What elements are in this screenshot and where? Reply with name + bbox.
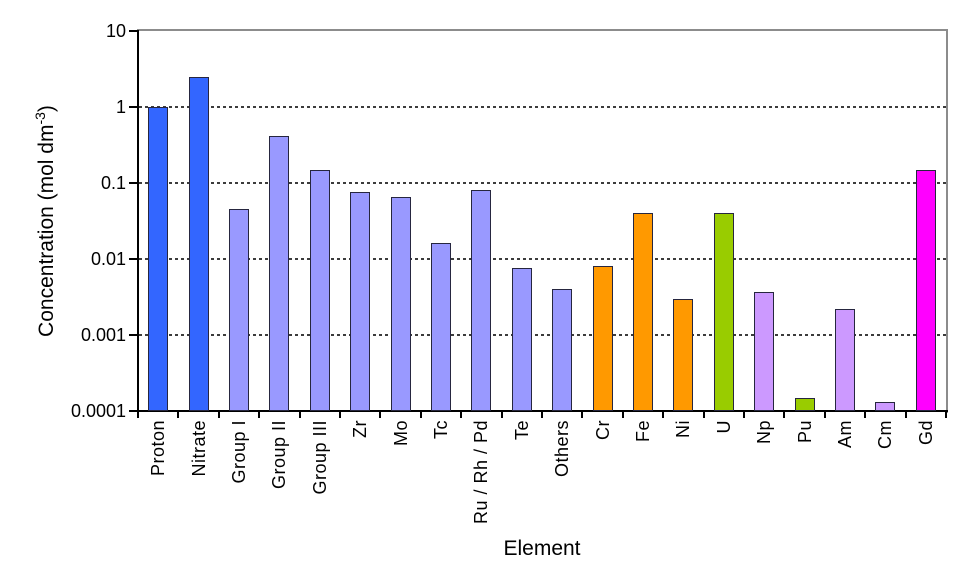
x-tick-label: Ru / Rh / Pd xyxy=(471,420,492,525)
x-axis-tick xyxy=(702,412,705,418)
x-axis-tick xyxy=(298,412,301,418)
bar-group-ii xyxy=(269,135,290,411)
x-axis-tick xyxy=(945,412,947,418)
x-axis-tick xyxy=(904,412,907,418)
x-tick-label: Np xyxy=(754,420,775,445)
bar-mo xyxy=(390,197,411,411)
x-tick-label: Group II xyxy=(269,420,290,490)
y-axis-tick xyxy=(129,334,137,336)
x-axis-tick xyxy=(823,412,826,418)
x-tick-label: Ni xyxy=(673,420,694,438)
y-axis-tick xyxy=(129,30,137,32)
x-tick-label: Proton xyxy=(148,420,169,477)
bar-group-i xyxy=(229,209,249,411)
gridline-1 xyxy=(139,106,946,108)
x-axis-tick xyxy=(581,412,584,418)
x-tick-label: Others xyxy=(552,420,573,478)
x-tick-label: Fe xyxy=(633,420,653,443)
bar-cr xyxy=(592,266,613,411)
bar-fe xyxy=(633,213,653,411)
gridline-0.1 xyxy=(139,182,946,184)
x-axis-tick xyxy=(217,412,220,418)
gridline-0.001 xyxy=(139,334,946,336)
y-axis-tick-label: 1 xyxy=(115,97,126,117)
x-axis-tick xyxy=(662,412,665,418)
x-tick-label: Pu xyxy=(794,420,815,444)
x-tick-label: Te xyxy=(511,420,532,441)
x-axis-title: Element xyxy=(503,537,581,560)
x-axis-tick xyxy=(743,412,745,418)
x-axis-tick xyxy=(339,412,341,418)
x-axis-tick xyxy=(379,412,382,418)
bar-proton xyxy=(148,107,169,411)
x-axis-tick xyxy=(864,412,867,418)
x-axis-tick xyxy=(621,412,624,418)
bar-gd xyxy=(915,169,936,411)
x-tick-label: Am xyxy=(835,420,855,448)
x-axis-tick xyxy=(541,412,543,418)
bar-te xyxy=(511,268,532,411)
y-axis-line xyxy=(137,30,139,412)
y-axis-tick xyxy=(129,258,137,260)
bar-nitrate xyxy=(188,76,209,411)
y-axis-tick-label: 0.1 xyxy=(100,173,126,193)
x-axis-tick xyxy=(137,412,139,418)
y-axis-tick xyxy=(129,410,137,412)
x-tick-label: Cm xyxy=(875,420,896,449)
bar-pu xyxy=(794,397,815,411)
x-axis-tick xyxy=(419,412,422,418)
y-axis-title-text: Concentration (mol dm xyxy=(35,124,58,337)
bar-group-iii xyxy=(309,169,330,411)
y-axis-tick xyxy=(129,106,137,108)
bar-ni xyxy=(673,298,694,411)
x-axis-tick xyxy=(258,412,261,418)
bar-tc xyxy=(431,243,451,411)
bar-cm xyxy=(875,402,896,411)
bar-others xyxy=(552,289,573,411)
y-axis-tick-label: 0.0001 xyxy=(70,401,126,421)
y-axis-title: Concentration (mol dm-3) xyxy=(25,21,58,421)
plot-frame-right xyxy=(946,29,948,413)
x-axis-tick xyxy=(460,412,463,418)
x-axis-tick xyxy=(783,412,786,418)
bar-zr xyxy=(350,192,371,411)
y-axis-tick-label: 0.01 xyxy=(90,249,126,269)
bar-am xyxy=(835,308,855,411)
y-axis-tick-label: 10 xyxy=(105,21,126,41)
x-tick-label: U xyxy=(713,420,734,434)
y-axis-tick-label: 0.001 xyxy=(80,325,126,345)
x-tick-label: Group I xyxy=(229,420,249,484)
x-tick-label: Tc xyxy=(431,420,451,439)
y-axis-tick xyxy=(129,182,137,184)
x-tick-label: Zr xyxy=(350,420,371,438)
x-tick-label: Cr xyxy=(592,420,613,440)
x-tick-label: Group III xyxy=(309,420,330,495)
x-axis-tick xyxy=(177,412,180,418)
bar-ru-rh-pd xyxy=(471,190,492,411)
bar-np xyxy=(754,291,775,411)
bar-u xyxy=(713,213,734,411)
gridline-0.01 xyxy=(139,258,946,260)
x-tick-label: Gd xyxy=(915,420,936,446)
x-tick-label: Mo xyxy=(390,420,411,447)
x-axis-tick xyxy=(500,412,503,418)
plot-frame-top xyxy=(137,29,948,31)
x-axis-line xyxy=(137,410,948,412)
x-tick-label: Nitrate xyxy=(188,420,209,477)
